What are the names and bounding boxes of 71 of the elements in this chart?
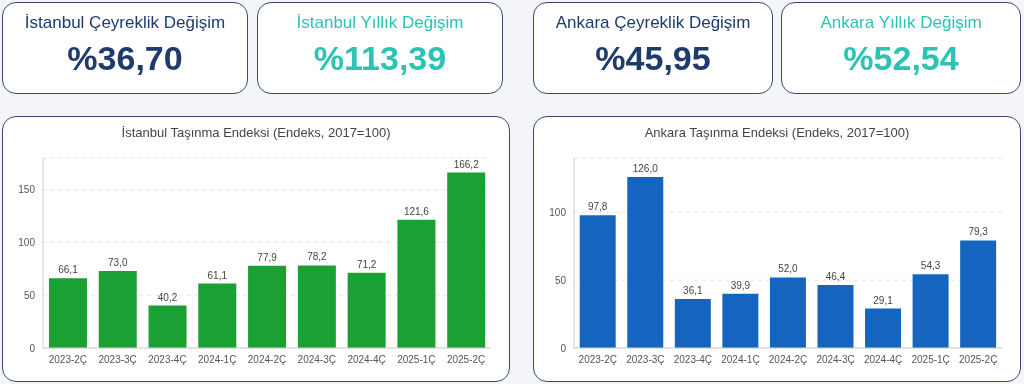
text: %52,54 bbox=[842, 39, 960, 78]
x-tick-label: 2024-2Ç bbox=[768, 354, 808, 366]
x-tick-label: 2023-3Ç bbox=[626, 354, 665, 366]
bar bbox=[248, 265, 287, 348]
data-label: 97,8 bbox=[587, 201, 608, 213]
y-tick-label: 100 bbox=[549, 206, 567, 218]
bar bbox=[198, 283, 237, 348]
bar bbox=[297, 265, 336, 348]
chart-title: Ankara Taşınma Endeksi (Endeks, 2017=100) bbox=[643, 125, 911, 140]
x-tick-label: 2024-4Ç bbox=[347, 354, 386, 366]
y-tick-label: 50 bbox=[554, 274, 567, 286]
bar bbox=[960, 240, 997, 348]
data-label: 61,1 bbox=[207, 269, 228, 281]
bar bbox=[48, 278, 87, 348]
text: İstanbul Yıllık Değişim bbox=[295, 13, 465, 33]
data-label: 40,2 bbox=[157, 291, 178, 303]
text: İstanbul Çeyreklik Değişim bbox=[23, 13, 227, 33]
x-tick-label: 2023-4Ç bbox=[148, 354, 187, 366]
bar bbox=[817, 285, 854, 348]
bar bbox=[674, 299, 711, 348]
data-label: 78,2 bbox=[307, 251, 328, 263]
bar bbox=[627, 177, 664, 348]
bar bbox=[912, 274, 949, 348]
text: Ankara Çeyreklik Değişim bbox=[554, 13, 752, 33]
data-label: 79,3 bbox=[968, 226, 989, 238]
x-tick-label: 2024-3Ç bbox=[816, 354, 855, 366]
x-tick-label: 2024-4Ç bbox=[863, 354, 903, 366]
bar bbox=[769, 277, 806, 348]
x-tick-label: 2025-1Ç bbox=[397, 354, 436, 366]
text: %45,95 bbox=[594, 39, 712, 78]
data-label: 73,0 bbox=[108, 256, 128, 268]
x-tick-label: 2024-3Ç bbox=[297, 354, 336, 366]
y-tick-label: 100 bbox=[18, 236, 36, 248]
text: %36,70 bbox=[66, 39, 184, 78]
x-tick-label: 2025-2Ç bbox=[446, 354, 486, 366]
data-label: 66,1 bbox=[58, 264, 79, 276]
data-label: 71,2 bbox=[356, 258, 377, 270]
data-label: 77,9 bbox=[257, 251, 278, 263]
x-tick-label: 2024-2Ç bbox=[247, 354, 287, 366]
x-tick-label: 2024-1Ç bbox=[198, 354, 237, 366]
data-label: 46,4 bbox=[825, 271, 846, 283]
text: Ankara Yıllık Değişim bbox=[819, 13, 983, 33]
data-label: 126,0 bbox=[632, 163, 659, 174]
bar bbox=[579, 215, 616, 348]
bar bbox=[148, 305, 187, 348]
data-label: 121,6 bbox=[403, 205, 430, 217]
bar bbox=[98, 270, 137, 348]
x-tick-label: 2025-2Ç bbox=[959, 354, 998, 366]
bar bbox=[865, 308, 902, 348]
bar bbox=[397, 219, 436, 348]
y-tick-label: 50 bbox=[23, 289, 36, 301]
x-tick-label: 2023-2Ç bbox=[48, 354, 88, 366]
data-label: 36,1 bbox=[683, 285, 703, 297]
y-tick-label: 0 bbox=[29, 342, 36, 354]
x-tick-label: 2025-1Ç bbox=[911, 354, 950, 366]
text: %113,39 bbox=[312, 39, 448, 78]
x-tick-label: 2023-4Ç bbox=[673, 354, 713, 366]
bar bbox=[347, 272, 386, 348]
bar bbox=[447, 172, 486, 348]
x-tick-label: 2023-3Ç bbox=[98, 354, 137, 366]
data-label: 29,1 bbox=[873, 294, 894, 306]
data-label: 39,9 bbox=[730, 279, 751, 291]
data-label: 54,3 bbox=[920, 260, 941, 272]
data-label: 52,0 bbox=[778, 263, 799, 275]
x-tick-label: 2024-1Ç bbox=[721, 354, 760, 366]
x-tick-label: 2023-2Ç bbox=[578, 354, 617, 366]
data-label: 166,2 bbox=[453, 158, 480, 170]
chart-title: İstanbul Taşınma Endeksi (Endeks, 2017=100) bbox=[120, 125, 392, 140]
y-tick-label: 0 bbox=[560, 342, 567, 354]
y-tick-label: 150 bbox=[18, 184, 36, 196]
bar bbox=[722, 293, 759, 348]
